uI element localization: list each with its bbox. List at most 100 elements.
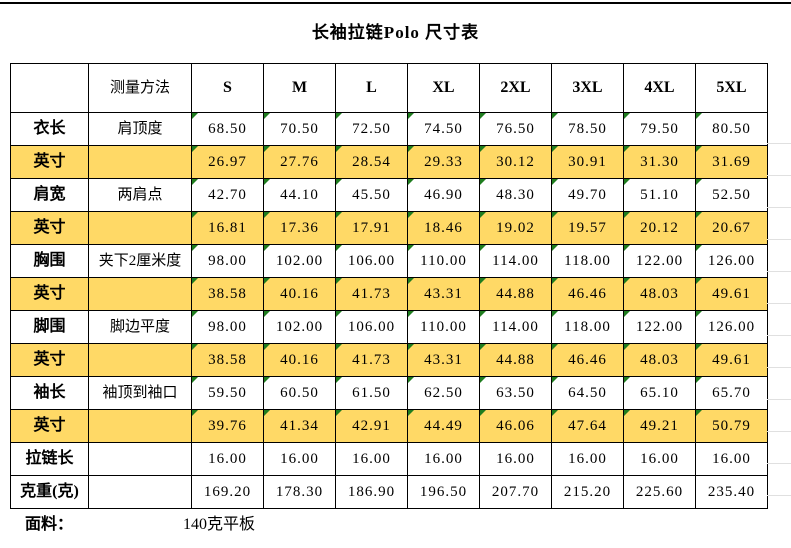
value-cell[interactable]: 41.34 (263, 409, 336, 443)
value-cell[interactable]: 16.81 (191, 211, 264, 245)
value-cell[interactable]: 48.03 (623, 343, 696, 377)
value-cell[interactable]: 225.60 (623, 475, 696, 509)
value-cell[interactable]: 42.91 (335, 409, 408, 443)
value-cell[interactable]: 63.50 (479, 376, 552, 410)
value-cell[interactable]: 30.12 (479, 145, 552, 179)
row-label-cell[interactable]: 肩宽 (10, 178, 89, 212)
value-cell[interactable]: 48.03 (623, 277, 696, 311)
measure-method-cell[interactable]: 袖顶到袖口 (88, 376, 192, 410)
value-cell[interactable]: 20.67 (695, 211, 768, 245)
value-cell[interactable]: 47.64 (551, 409, 624, 443)
value-cell[interactable]: 59.50 (191, 376, 264, 410)
value-cell[interactable]: 17.91 (335, 211, 408, 245)
value-cell[interactable]: 28.54 (335, 145, 408, 179)
value-cell[interactable]: 98.00 (191, 244, 264, 278)
measure-method-cell[interactable] (88, 475, 192, 509)
value-cell[interactable]: 17.36 (263, 211, 336, 245)
value-cell[interactable]: 49.70 (551, 178, 624, 212)
value-cell[interactable]: 16.00 (695, 442, 768, 476)
value-cell[interactable]: 106.00 (335, 310, 408, 344)
row-label-cell[interactable]: 英寸 (10, 409, 89, 443)
value-cell[interactable]: 43.31 (407, 343, 480, 377)
value-cell[interactable]: 16.00 (335, 442, 408, 476)
size-header-S[interactable]: S (191, 63, 264, 113)
value-cell[interactable]: 44.88 (479, 277, 552, 311)
value-cell[interactable]: 16.00 (479, 442, 552, 476)
row-label-cell[interactable]: 英寸 (10, 343, 89, 377)
size-header-5XL[interactable]: 5XL (695, 63, 768, 113)
value-cell[interactable]: 16.00 (623, 442, 696, 476)
value-cell[interactable]: 42.70 (191, 178, 264, 212)
value-cell[interactable]: 38.58 (191, 277, 264, 311)
value-cell[interactable]: 186.90 (335, 475, 408, 509)
value-cell[interactable]: 26.97 (191, 145, 264, 179)
corner-cell[interactable] (10, 63, 89, 113)
value-cell[interactable]: 46.06 (479, 409, 552, 443)
value-cell[interactable]: 46.90 (407, 178, 480, 212)
measure-method-cell[interactable] (88, 409, 192, 443)
measure-method-cell[interactable]: 脚边平度 (88, 310, 192, 344)
value-cell[interactable]: 76.50 (479, 112, 552, 146)
value-cell[interactable]: 49.21 (623, 409, 696, 443)
value-cell[interactable]: 20.12 (623, 211, 696, 245)
value-cell[interactable]: 52.50 (695, 178, 768, 212)
value-cell[interactable]: 72.50 (335, 112, 408, 146)
value-cell[interactable]: 74.50 (407, 112, 480, 146)
size-header-3XL[interactable]: 3XL (551, 63, 624, 113)
value-cell[interactable]: 126.00 (695, 310, 768, 344)
value-cell[interactable]: 48.30 (479, 178, 552, 212)
value-cell[interactable]: 114.00 (479, 310, 552, 344)
size-header-XL[interactable]: XL (407, 63, 480, 113)
value-cell[interactable]: 19.57 (551, 211, 624, 245)
row-label-cell[interactable]: 克重(克) (10, 475, 89, 509)
size-header-L[interactable]: L (335, 63, 408, 113)
row-label-cell[interactable]: 胸围 (10, 244, 89, 278)
value-cell[interactable]: 39.76 (191, 409, 264, 443)
value-cell[interactable]: 40.16 (263, 277, 336, 311)
value-cell[interactable]: 122.00 (623, 244, 696, 278)
value-cell[interactable]: 215.20 (551, 475, 624, 509)
measure-method-cell[interactable] (88, 211, 192, 245)
value-cell[interactable]: 44.10 (263, 178, 336, 212)
measure-method-cell[interactable]: 两肩点 (88, 178, 192, 212)
row-label-cell[interactable]: 英寸 (10, 145, 89, 179)
value-cell[interactable]: 110.00 (407, 244, 480, 278)
measure-method-cell[interactable] (88, 145, 192, 179)
value-cell[interactable]: 65.70 (695, 376, 768, 410)
value-cell[interactable]: 114.00 (479, 244, 552, 278)
value-cell[interactable]: 49.61 (695, 277, 768, 311)
value-cell[interactable]: 51.10 (623, 178, 696, 212)
row-label-cell[interactable]: 英寸 (10, 277, 89, 311)
value-cell[interactable]: 62.50 (407, 376, 480, 410)
row-label-cell[interactable]: 英寸 (10, 211, 89, 245)
value-cell[interactable]: 16.00 (191, 442, 264, 476)
value-cell[interactable]: 45.50 (335, 178, 408, 212)
measure-method-cell[interactable]: 夹下2厘米度 (88, 244, 192, 278)
value-cell[interactable]: 60.50 (263, 376, 336, 410)
value-cell[interactable]: 98.00 (191, 310, 264, 344)
value-cell[interactable]: 70.50 (263, 112, 336, 146)
value-cell[interactable]: 46.46 (551, 277, 624, 311)
value-cell[interactable]: 118.00 (551, 310, 624, 344)
measure-method-cell[interactable] (88, 442, 192, 476)
value-cell[interactable]: 118.00 (551, 244, 624, 278)
value-cell[interactable]: 44.88 (479, 343, 552, 377)
value-cell[interactable]: 68.50 (191, 112, 264, 146)
value-cell[interactable]: 65.10 (623, 376, 696, 410)
value-cell[interactable]: 19.02 (479, 211, 552, 245)
row-label-cell[interactable]: 脚围 (10, 310, 89, 344)
value-cell[interactable]: 126.00 (695, 244, 768, 278)
value-cell[interactable]: 207.70 (479, 475, 552, 509)
value-cell[interactable]: 16.00 (263, 442, 336, 476)
value-cell[interactable]: 178.30 (263, 475, 336, 509)
value-cell[interactable]: 49.61 (695, 343, 768, 377)
value-cell[interactable]: 41.73 (335, 343, 408, 377)
value-cell[interactable]: 18.46 (407, 211, 480, 245)
value-cell[interactable]: 43.31 (407, 277, 480, 311)
value-cell[interactable]: 78.50 (551, 112, 624, 146)
row-label-cell[interactable]: 拉链长 (10, 442, 89, 476)
value-cell[interactable]: 44.49 (407, 409, 480, 443)
value-cell[interactable]: 102.00 (263, 244, 336, 278)
row-label-cell[interactable]: 衣长 (10, 112, 89, 146)
value-cell[interactable]: 38.58 (191, 343, 264, 377)
